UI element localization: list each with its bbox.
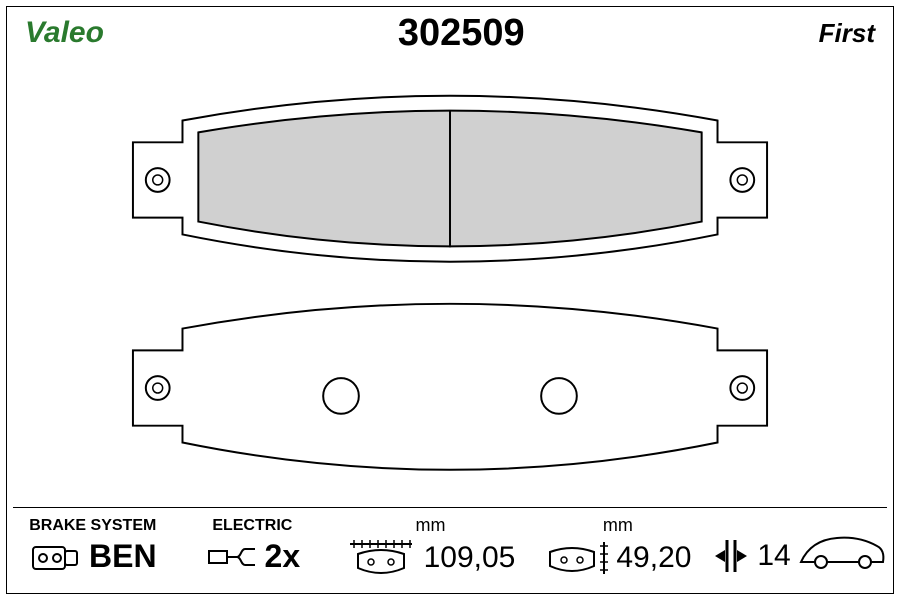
spec-width: mm 109, <box>332 508 529 587</box>
caliper-icon <box>29 537 81 577</box>
height-icon <box>544 538 608 578</box>
range-label: First <box>819 18 875 49</box>
spec-brake-system-label: BRAKE SYSTEM <box>29 517 156 535</box>
page-frame: Valeo 302509 First <box>6 6 894 594</box>
spec-thickness-value: 14 <box>757 539 790 573</box>
spec-width-unit: mm <box>415 515 445 536</box>
spec-vehicle <box>797 508 887 587</box>
car-icon <box>797 522 887 572</box>
brake-pad-drawing <box>19 67 881 501</box>
spec-electric: ELECTRIC 2x <box>173 508 333 587</box>
diagram-area <box>19 67 881 501</box>
spec-thickness: 14 <box>707 508 797 587</box>
spec-height: mm 49,20 <box>529 508 707 587</box>
width-icon <box>346 538 416 578</box>
spec-height-value: 49,20 <box>616 541 691 575</box>
thickness-icon <box>713 536 749 576</box>
part-number: 302509 <box>398 12 525 55</box>
spec-electric-label: ELECTRIC <box>212 517 292 535</box>
spec-height-unit: mm <box>603 515 633 536</box>
brand-logo: Valeo <box>25 16 104 50</box>
wear-sensor-icon <box>205 537 257 577</box>
header: Valeo 302509 First <box>7 7 893 63</box>
spec-footer: BRAKE SYSTEM BEN ELECTRIC <box>13 507 887 587</box>
spec-brake-system-value: BEN <box>89 538 157 575</box>
spec-brake-system: BRAKE SYSTEM BEN <box>13 508 173 587</box>
spec-electric-value: 2x <box>265 538 301 575</box>
spec-width-value: 109,05 <box>424 541 516 575</box>
